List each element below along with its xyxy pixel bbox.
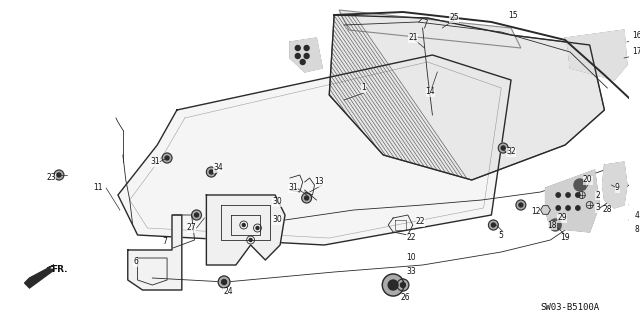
Circle shape [576, 206, 580, 210]
Text: 33: 33 [406, 268, 416, 277]
Text: 34: 34 [213, 164, 223, 173]
Text: 21: 21 [408, 33, 417, 42]
Text: SW03-B5100A: SW03-B5100A [540, 303, 600, 313]
Text: 23: 23 [46, 174, 56, 182]
Text: 9: 9 [615, 183, 620, 192]
Circle shape [295, 54, 300, 58]
Circle shape [191, 210, 202, 220]
Text: 16: 16 [632, 31, 640, 40]
Circle shape [401, 283, 405, 287]
Circle shape [519, 203, 523, 207]
Text: 1: 1 [361, 84, 366, 93]
Circle shape [221, 279, 227, 285]
Text: 30: 30 [272, 197, 282, 206]
Circle shape [301, 193, 312, 203]
Polygon shape [118, 55, 511, 245]
Text: 20: 20 [583, 175, 593, 184]
Text: 26: 26 [400, 293, 410, 302]
Text: 22: 22 [406, 234, 415, 242]
Circle shape [218, 276, 230, 288]
Text: 6: 6 [133, 257, 138, 266]
Text: 19: 19 [560, 234, 570, 242]
Circle shape [249, 239, 252, 241]
Polygon shape [329, 15, 604, 180]
Text: 25: 25 [449, 13, 459, 23]
Text: 15: 15 [508, 11, 518, 19]
Circle shape [195, 213, 198, 217]
Circle shape [488, 220, 499, 230]
Polygon shape [602, 162, 627, 208]
Text: 31: 31 [150, 158, 160, 167]
Text: 17: 17 [632, 48, 640, 56]
Circle shape [304, 54, 309, 58]
Circle shape [397, 279, 409, 291]
Circle shape [57, 173, 61, 177]
Polygon shape [206, 195, 285, 265]
Text: 5: 5 [499, 231, 504, 240]
Circle shape [574, 179, 586, 191]
Text: 31: 31 [288, 183, 298, 192]
Circle shape [295, 46, 300, 50]
Circle shape [388, 280, 398, 290]
Circle shape [382, 274, 404, 296]
Text: 32: 32 [506, 147, 516, 157]
Text: 10: 10 [406, 254, 415, 263]
Polygon shape [545, 170, 600, 232]
Text: 4: 4 [634, 211, 639, 219]
Text: 29: 29 [557, 213, 567, 222]
Text: 28: 28 [603, 205, 612, 214]
Circle shape [499, 143, 508, 153]
Polygon shape [128, 215, 182, 290]
Circle shape [305, 196, 308, 200]
Polygon shape [290, 38, 323, 72]
Text: 11: 11 [93, 183, 103, 192]
Text: 3: 3 [595, 204, 600, 212]
Circle shape [206, 167, 216, 177]
Text: 2: 2 [595, 190, 600, 199]
Circle shape [492, 223, 495, 227]
Text: 12: 12 [531, 207, 540, 217]
Text: 13: 13 [315, 177, 324, 187]
Circle shape [556, 206, 561, 210]
Polygon shape [600, 38, 624, 72]
Text: 7: 7 [163, 238, 168, 247]
Circle shape [165, 156, 169, 160]
Text: 30: 30 [272, 216, 282, 225]
Circle shape [549, 219, 561, 231]
Polygon shape [24, 265, 54, 288]
Circle shape [556, 193, 561, 197]
Circle shape [162, 153, 172, 163]
Circle shape [54, 170, 64, 180]
Text: 24: 24 [223, 287, 233, 296]
Text: 18: 18 [548, 220, 557, 229]
Circle shape [256, 226, 259, 229]
Polygon shape [541, 206, 550, 214]
Circle shape [209, 170, 213, 174]
Circle shape [566, 193, 570, 197]
Text: FR.: FR. [51, 265, 68, 275]
Text: 8: 8 [634, 226, 639, 234]
Text: 27: 27 [187, 224, 196, 233]
Circle shape [566, 206, 570, 210]
Circle shape [243, 224, 245, 226]
Text: 22: 22 [416, 218, 426, 226]
Circle shape [304, 46, 309, 50]
Polygon shape [339, 10, 521, 48]
Circle shape [576, 193, 580, 197]
Circle shape [300, 60, 305, 64]
Circle shape [516, 200, 526, 210]
Circle shape [501, 146, 505, 150]
Text: 14: 14 [426, 87, 435, 97]
Polygon shape [565, 30, 627, 80]
